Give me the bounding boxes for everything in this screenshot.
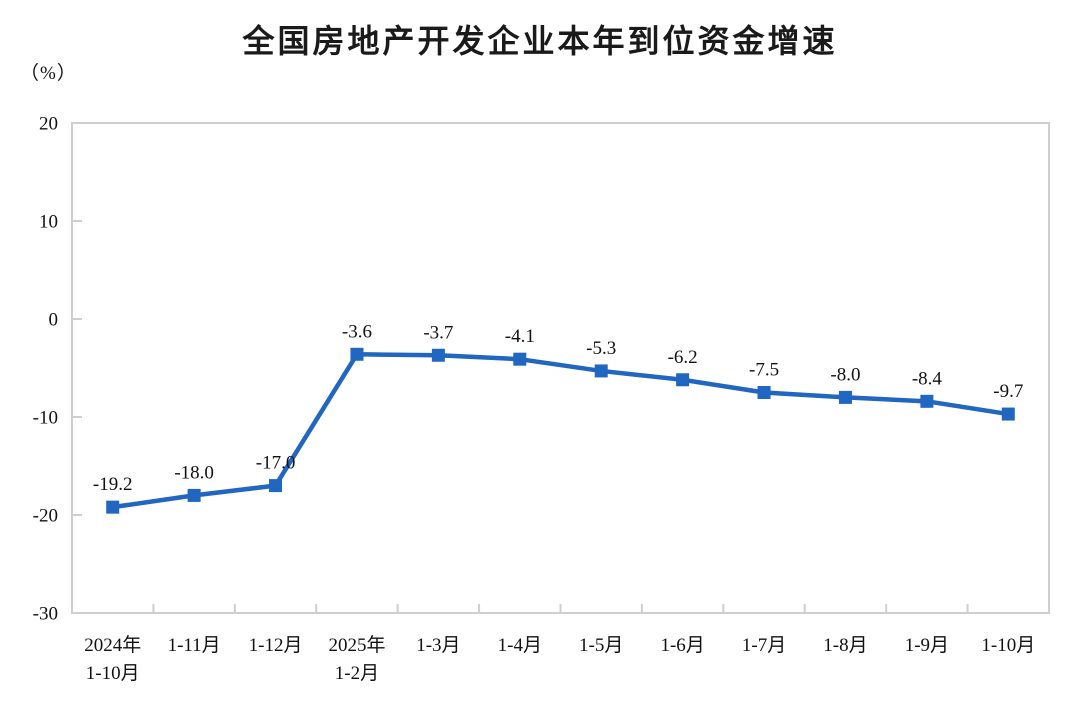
data-point-marker	[676, 373, 690, 387]
y-axis-label: 10	[39, 212, 58, 233]
data-point-marker	[269, 479, 283, 493]
chart-title: 全国房地产开发企业本年到位资金增速	[242, 23, 838, 59]
x-axis-label: 1-10月	[86, 663, 140, 684]
x-axis-label: 1-4月	[498, 635, 542, 656]
data-point-label: -6.2	[668, 347, 698, 368]
data-point-label: -7.5	[749, 360, 779, 381]
y-axis-label: -10	[33, 408, 58, 429]
data-point-label: -8.4	[912, 368, 943, 389]
x-axis-label: 1-2月	[335, 663, 379, 684]
x-axis-label: 1-8月	[823, 635, 867, 656]
data-point-marker	[594, 364, 608, 378]
x-axis-label: 1-7月	[742, 635, 786, 656]
x-axis-label: 1-9月	[905, 635, 949, 656]
x-axis-label: 1-12月	[249, 635, 303, 656]
x-axis-label: 1-6月	[660, 635, 704, 656]
data-point-marker	[838, 390, 852, 404]
x-axis-label: 1-10月	[981, 635, 1035, 656]
data-point-marker	[757, 386, 771, 399]
y-axis-label: -20	[33, 506, 58, 527]
x-axis-label: 1-5月	[579, 635, 623, 656]
data-point-label: -3.6	[342, 321, 372, 342]
data-point-label: -4.1	[505, 326, 535, 347]
data-point-label: -8.0	[830, 364, 860, 385]
x-axis-label: 1-3月	[416, 635, 460, 656]
data-point-marker	[920, 394, 934, 408]
data-point-marker	[1001, 407, 1015, 421]
x-axis-label: 2024年	[84, 634, 141, 656]
data-point-marker	[106, 500, 120, 514]
x-axis-label: 1-11月	[168, 635, 221, 656]
data-point-marker	[431, 348, 445, 362]
data-point-label: -9.7	[993, 381, 1023, 402]
x-axis-label: 2025年	[328, 634, 385, 656]
data-point-marker	[350, 347, 364, 361]
y-axis-unit-label: （%）	[20, 63, 77, 84]
y-axis-label: 20	[39, 114, 58, 135]
data-line	[110, 352, 1011, 510]
data-point-label: -5.3	[586, 338, 616, 359]
data-point-label: -19.2	[93, 474, 133, 495]
data-point-label: -17.0	[256, 453, 296, 474]
data-point-label: -3.7	[423, 322, 453, 343]
y-axis-label: 0	[49, 310, 59, 331]
y-axis-label: -30	[33, 604, 58, 625]
data-point-label: -18.0	[174, 462, 214, 483]
data-point-marker	[513, 352, 527, 366]
plot-border	[71, 122, 1050, 614]
data-point-marker	[187, 488, 201, 502]
